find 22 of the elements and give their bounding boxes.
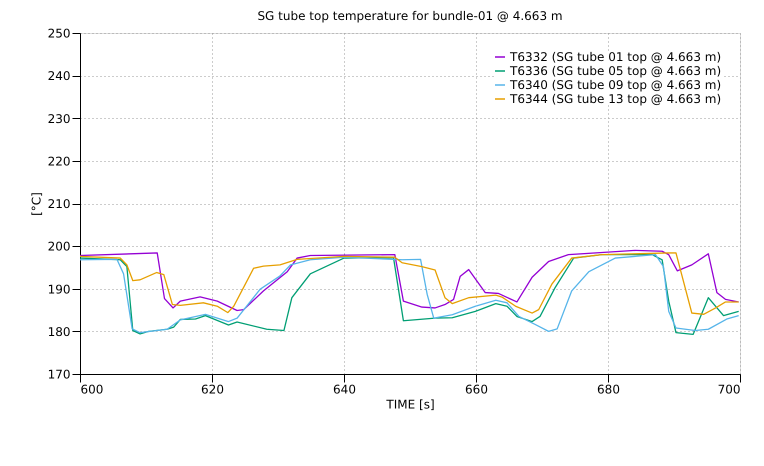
x-tick-label: 680 [597,382,620,396]
y-tick-label: 180 [48,324,70,339]
y-tick-label: 200 [48,240,70,254]
x-tick-label: 640 [333,382,356,396]
y-tick-label: 170 [48,368,70,382]
chart-title: SG tube top temperature for bundle-01 @ 4.663 m [257,9,563,23]
legend-label: T6344 (SG tube 13 top @ 4.663 m) [509,92,722,106]
x-tick-label: 700 [718,382,740,396]
legend-label: T6340 (SG tube 09 top @ 4.663 m) [509,78,722,92]
y-tick-label: 250 [48,26,70,40]
y-tick-label: 230 [48,112,70,126]
y-tick-label: 190 [48,282,70,296]
x-tick-label: 620 [201,382,224,396]
legend-label: T6336 (SG tube 05 top @ 4.663 m) [509,64,722,78]
y-tick-label: 220 [48,154,70,168]
x-tick-label: 660 [465,382,488,396]
y-axis-title: [°C] [30,192,44,216]
x-axis-title: TIME [s] [385,398,435,412]
legend-label: T6332 (SG tube 01 top @ 4.663 m) [509,50,722,64]
y-tick-label: 210 [48,197,70,211]
y-tick-label: 240 [48,69,70,84]
x-tick-label: 600 [80,382,104,396]
